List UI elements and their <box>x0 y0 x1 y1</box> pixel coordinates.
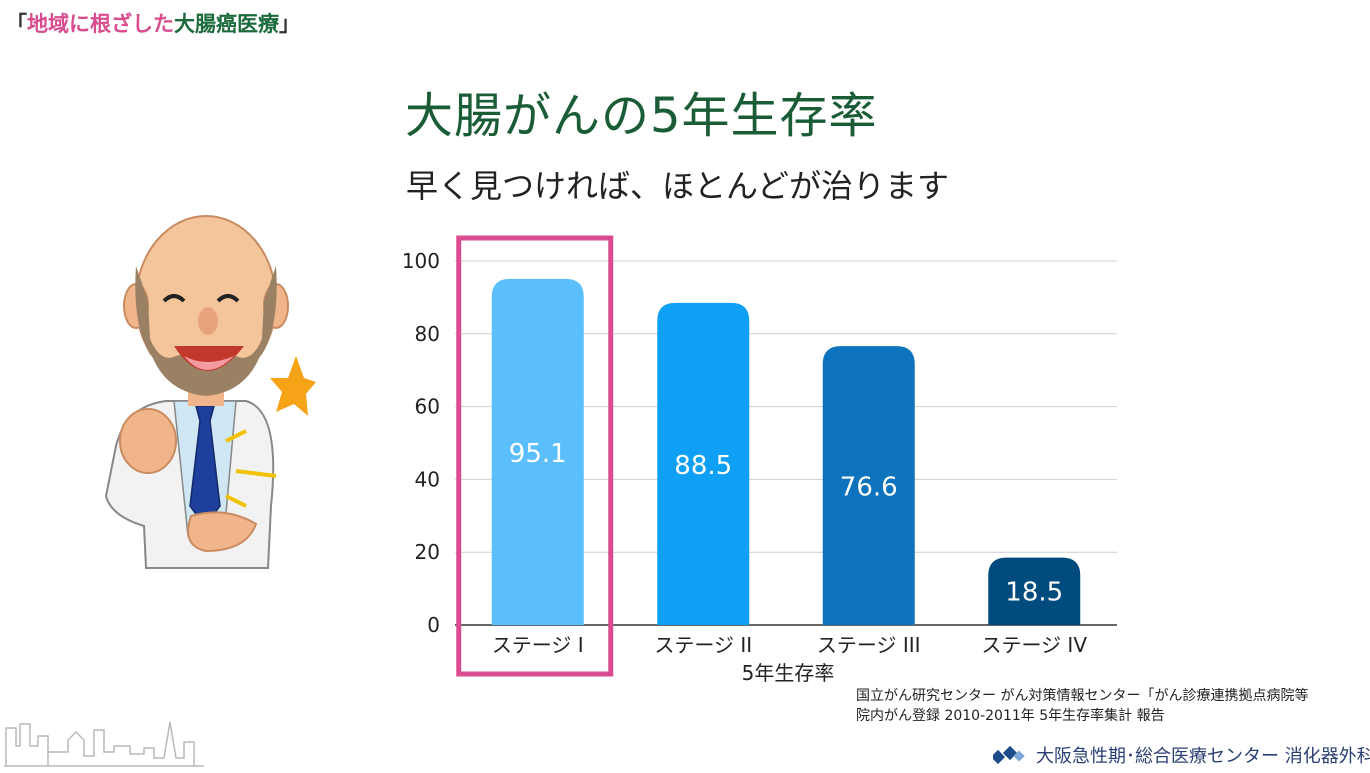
source-line-2: 院内がん登録 2010-2011年 5年生存率集計 報告 <box>856 708 1165 724</box>
y-tick-label: 80 <box>415 322 440 346</box>
x-axis-label: 5年生存率 <box>742 661 835 685</box>
source-line-1: 国立がん研究センター がん対策情報センター「がん診療連携拠点病院等 <box>856 688 1309 704</box>
page-title: 大腸がんの5年生存率 <box>405 88 878 144</box>
bar-1 <box>491 278 584 625</box>
x-tick-label-3: ステージ III <box>817 633 921 657</box>
x-tick-label-1: ステージ I <box>492 633 584 657</box>
doctor-thumbs-up-illustration <box>104 215 316 569</box>
header-open-bracket: 「 <box>6 12 27 36</box>
data-label-2: 88.5 <box>674 451 732 481</box>
page-subtitle: 早く見つければ、ほとんどが治ります <box>406 167 950 205</box>
header-close-bracket: 」 <box>279 12 300 36</box>
highlight-box <box>456 235 614 677</box>
hospital-brand: 大阪急性期･総合医療センター 消化器外科 <box>1036 746 1370 767</box>
x-tick-label-2: ステージ II <box>654 633 752 657</box>
data-label-3: 76.6 <box>840 473 898 503</box>
source-note: 国立がん研究センター がん対策情報センター「がん診療連携拠点病院等 院内がん登録… <box>856 686 1308 726</box>
header-part2: 大腸癌医療 <box>174 12 279 36</box>
header-tag: 「地域に根ざした大腸癌医療」 <box>6 8 300 38</box>
y-tick-label: 60 <box>415 395 440 419</box>
x-tick-label-4: ステージ IV <box>981 633 1087 657</box>
hospital-logo-icon <box>993 745 1025 765</box>
bar-2 <box>657 302 750 625</box>
data-label-1: 95.1 <box>509 439 567 469</box>
city-skyline-icon <box>4 721 204 767</box>
y-tick-label: 0 <box>427 613 440 637</box>
data-label-4: 18.5 <box>1005 577 1063 607</box>
header-part1: 地域に根ざした <box>27 12 174 36</box>
y-tick-label: 40 <box>415 467 440 491</box>
bar-4 <box>988 557 1081 625</box>
y-tick-label: 20 <box>415 540 440 564</box>
y-tick-label: 100 <box>402 249 440 273</box>
bar-3 <box>822 346 915 625</box>
